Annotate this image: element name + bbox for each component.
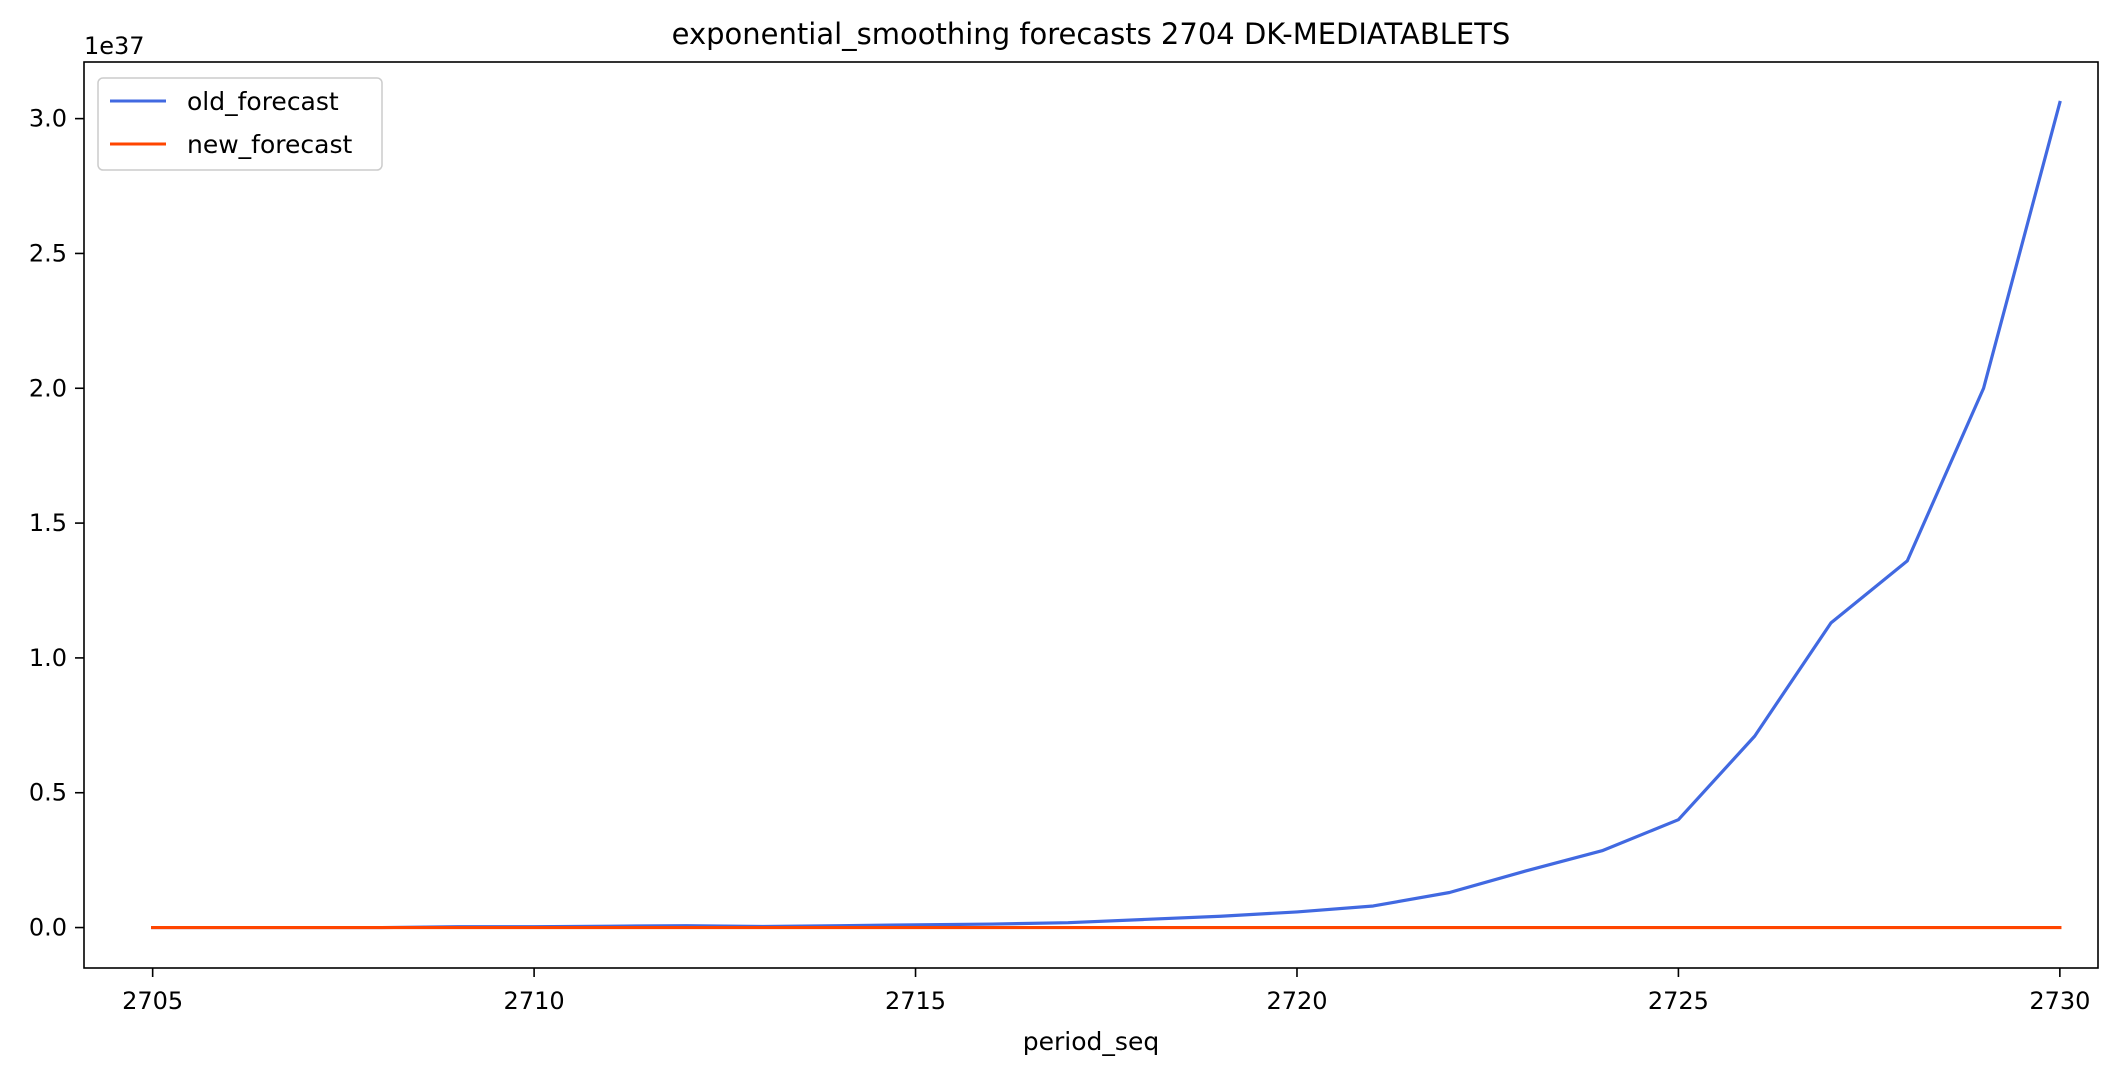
- y-tick-label: 1.0: [29, 644, 67, 672]
- legend-label-new-forecast: new_forecast: [187, 130, 352, 159]
- chart-title: exponential_smoothing forecasts 2704 DK-…: [672, 17, 1511, 51]
- series-line-old-forecast: [151, 100, 2062, 930]
- legend-label-old-forecast: old_forecast: [187, 87, 339, 116]
- x-axis-label: period_seq: [1023, 1027, 1159, 1056]
- plot-frame: [83, 61, 2099, 969]
- y-tick-label: 0.5: [29, 779, 67, 807]
- legend-box: [97, 77, 383, 171]
- legend: old_forecast new_forecast: [97, 77, 383, 171]
- y-tick-label: 2.0: [29, 374, 67, 402]
- y-axis: 0.0 0.5 1.0 1.5 2.0 2.5 3.0: [29, 105, 84, 942]
- series-layer: [151, 100, 2062, 930]
- plot-area: [83, 61, 2099, 969]
- x-tick-label: 2720: [1266, 987, 1327, 1015]
- y-offset-label: 1e37: [84, 32, 145, 60]
- y-tick-label: 1.5: [29, 509, 67, 537]
- x-tick-label: 2710: [504, 987, 565, 1015]
- x-tick-label: 2730: [2029, 987, 2090, 1015]
- x-axis: 2705 2710 2715 2720 2725 2730: [122, 968, 2090, 1015]
- x-tick-label: 2715: [885, 987, 946, 1015]
- x-tick-label: 2705: [122, 987, 183, 1015]
- y-tick-label: 2.5: [29, 239, 67, 267]
- y-tick-label: 3.0: [29, 105, 67, 133]
- y-tick-label: 0.0: [29, 914, 67, 942]
- x-tick-label: 2725: [1648, 987, 1709, 1015]
